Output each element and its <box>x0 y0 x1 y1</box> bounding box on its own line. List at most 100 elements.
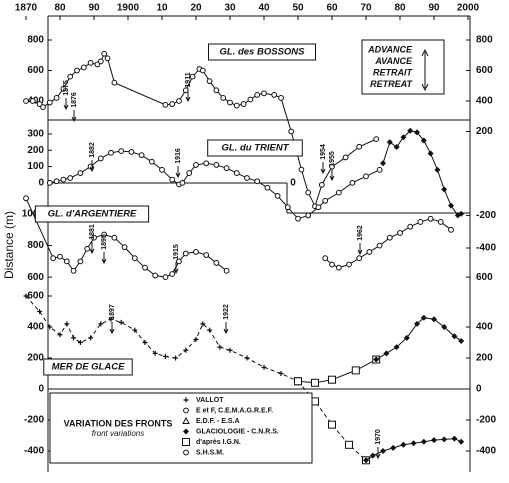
y-tick-label: 600 <box>27 272 44 283</box>
marker <box>183 397 189 403</box>
marker <box>441 436 448 443</box>
x-tick-label: 70 <box>360 3 372 14</box>
marker <box>420 314 427 321</box>
marker <box>77 258 84 265</box>
marker <box>207 327 213 333</box>
marker <box>162 274 169 281</box>
marker <box>118 148 125 154</box>
x-tick-label: 60 <box>326 3 338 14</box>
x-tick-label: 90 <box>428 3 440 14</box>
marker <box>420 438 427 445</box>
marker <box>233 170 240 176</box>
marker <box>244 355 250 361</box>
marker <box>203 252 210 258</box>
series-line <box>297 359 377 384</box>
marker <box>121 244 128 251</box>
marker <box>57 253 63 260</box>
legend-label: GLACIOLOGIE - C.N.R.S. <box>196 428 279 435</box>
marker <box>342 154 349 161</box>
x-tick-label: 2000 <box>457 3 480 14</box>
marker <box>67 73 74 80</box>
marker <box>400 441 407 448</box>
marker <box>80 64 87 71</box>
marker <box>182 87 189 94</box>
annotation: 0 <box>290 178 296 189</box>
marker <box>162 101 169 108</box>
y-tick-label: 800 <box>27 240 44 251</box>
marker <box>386 234 393 241</box>
marker <box>329 163 335 170</box>
marker <box>182 416 190 424</box>
x-tick-label: 90 <box>88 3 100 14</box>
title-box <box>208 43 316 61</box>
marker <box>23 98 29 104</box>
marker <box>254 92 261 98</box>
marker <box>414 320 420 327</box>
marker <box>193 336 199 342</box>
x-tick-label: 20 <box>190 3 202 14</box>
annotation-arrowhead <box>71 116 77 123</box>
annotation: 1970 <box>375 429 382 445</box>
marker <box>403 334 410 341</box>
marker <box>169 176 176 183</box>
marker <box>97 155 104 162</box>
annotation-arrowhead <box>185 96 191 103</box>
marker <box>335 264 342 271</box>
annotation: 1897 <box>109 304 116 320</box>
marker <box>220 95 227 101</box>
marker <box>142 340 148 345</box>
panel-title: GL. des BOSSONS <box>220 47 306 58</box>
marker <box>200 321 206 327</box>
marker <box>380 160 386 167</box>
annotation-arrowhead <box>89 248 95 255</box>
annotation-arrowhead <box>109 328 115 335</box>
marker <box>213 162 220 168</box>
marker <box>98 321 104 327</box>
marker <box>88 335 94 341</box>
marker <box>233 102 240 109</box>
y2-tick-label: -200 <box>476 210 496 221</box>
marker <box>351 366 360 375</box>
marker <box>448 202 454 209</box>
annotation-arrowhead <box>173 268 179 275</box>
marker <box>37 309 43 314</box>
annotation-arrowhead <box>320 168 326 175</box>
marker <box>315 204 322 211</box>
annotation-arrowhead <box>223 328 229 335</box>
marker <box>179 179 186 186</box>
marker <box>111 234 118 241</box>
marker <box>244 175 250 181</box>
legend-label: S.H.S.M. <box>196 449 224 456</box>
annotation: 1881 <box>89 224 96 240</box>
key-box <box>361 39 445 95</box>
marker <box>448 226 454 233</box>
series-line <box>382 130 462 217</box>
marker <box>203 160 210 167</box>
marker <box>223 165 230 172</box>
marker <box>356 255 363 262</box>
key-label: ADVANCE <box>367 44 413 54</box>
marker <box>176 258 182 265</box>
marker <box>183 449 189 456</box>
marker <box>349 179 356 186</box>
marker <box>60 176 67 183</box>
marker <box>328 420 336 429</box>
marker <box>397 230 403 236</box>
marker <box>131 255 138 262</box>
marker <box>322 197 329 204</box>
marker <box>23 195 29 202</box>
annotation-arrowhead <box>329 175 335 182</box>
series-line <box>375 317 462 360</box>
marker <box>328 375 336 384</box>
panel-title: GL. du TRIENT <box>221 143 289 154</box>
marker <box>346 261 352 268</box>
marker <box>60 85 67 92</box>
marker <box>261 90 267 97</box>
marker <box>288 128 295 135</box>
marker <box>376 166 383 173</box>
marker <box>118 319 124 325</box>
panel-title: GL. d'ARGENTIERE <box>48 209 137 220</box>
marker <box>437 219 444 225</box>
marker <box>169 101 176 107</box>
annotation: 1895 <box>101 234 108 250</box>
